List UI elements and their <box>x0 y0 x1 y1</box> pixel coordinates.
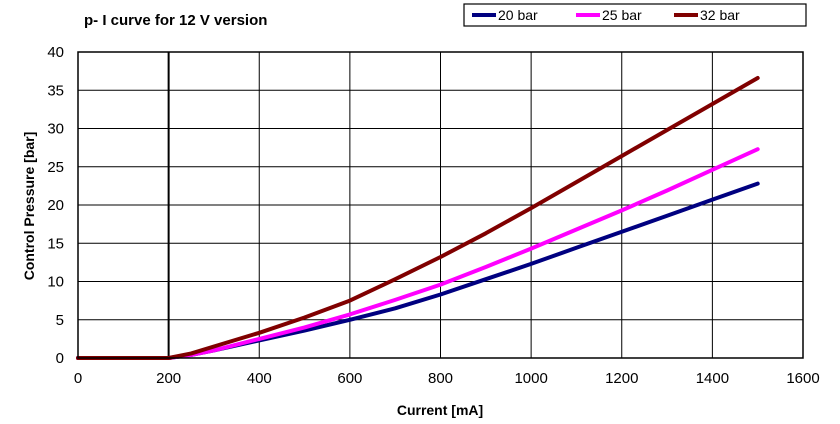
x-tick-label: 400 <box>247 370 272 387</box>
y-tick-label: 30 <box>47 121 64 138</box>
y-tick-label: 20 <box>47 197 64 214</box>
x-tick-label: 1000 <box>514 370 547 387</box>
series-line-32-bar <box>76 76 760 360</box>
y-tick-label: 40 <box>47 44 64 61</box>
chart-title: p- I curve for 12 V version <box>84 12 267 29</box>
legend-box <box>463 3 807 27</box>
y-tick-label: 25 <box>47 159 64 176</box>
y-tick-label: 15 <box>47 235 64 252</box>
series-line-25-bar <box>76 147 760 360</box>
legend: 20 bar 25 bar 32 bar <box>463 3 807 27</box>
x-tick-label: 1200 <box>605 370 638 387</box>
y-tick-label: 10 <box>47 274 64 291</box>
y-tick-labels: 0 5 10 15 20 25 30 35 40 <box>47 44 64 367</box>
y-tick-label: 35 <box>47 82 64 99</box>
plot-border <box>77 51 804 359</box>
y-tick-label: 5 <box>56 312 64 329</box>
x-tick-label: 0 <box>74 370 82 387</box>
y-tick-label: 0 <box>56 350 64 367</box>
x-axis-title: Current [mA] <box>397 402 483 418</box>
x-tick-label: 1600 <box>786 370 819 387</box>
x-tick-label: 600 <box>337 370 362 387</box>
x-tick-label: 800 <box>428 370 453 387</box>
x-tick-label: 1400 <box>696 370 729 387</box>
y-axis-title: Control Pressure [bar] <box>21 132 37 281</box>
series-lines <box>76 76 760 360</box>
legend-label: 25 bar <box>602 7 642 23</box>
x-tick-labels: 0 200 400 600 800 1000 1200 1400 1600 <box>74 370 820 387</box>
x-tick-label: 200 <box>156 370 181 387</box>
legend-label: 32 bar <box>700 7 740 23</box>
legend-label: 20 bar <box>498 7 538 23</box>
